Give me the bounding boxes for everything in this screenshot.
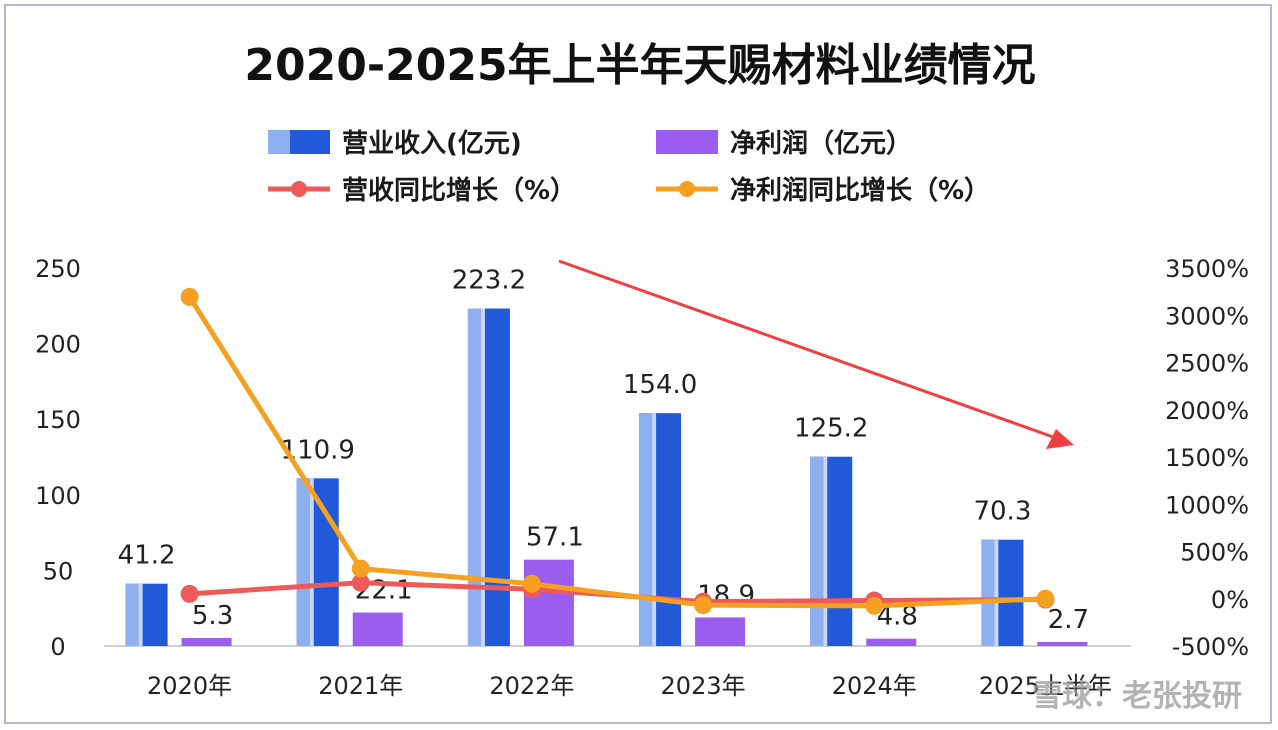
- trend-arrow-shaft: [558, 259, 1057, 440]
- x-category-label: 2025上半年: [979, 672, 1112, 700]
- bar-revenue-highlight: [296, 478, 310, 646]
- bar-profit: [695, 617, 746, 646]
- bar-revenue-edge: [994, 539, 999, 646]
- bar-profit: [523, 559, 574, 646]
- profit-growth-point: [694, 596, 713, 615]
- y-left-tick-label: 250: [35, 255, 81, 283]
- y-left-tick-label: 150: [35, 406, 81, 434]
- chart-title: 2020-2025年上半年天赐材料业绩情况: [244, 40, 1035, 91]
- bar-revenue-edge: [309, 478, 314, 646]
- data-label-revenue: 154.0: [623, 370, 697, 400]
- profit-growth-point: [865, 596, 884, 615]
- profit-growth-line: [187, 295, 1046, 609]
- data-label-revenue: 125.2: [794, 414, 868, 444]
- profit-growth-point: [351, 559, 370, 578]
- legend-marker-profit-growth: [679, 181, 695, 197]
- y-right-tick-label: 0%: [1211, 586, 1249, 614]
- data-label-revenue: 41.2: [118, 541, 176, 571]
- profit-growth-point: [180, 287, 199, 306]
- bar-revenue-highlight: [467, 308, 481, 646]
- y-right-tick-label: 1000%: [1165, 491, 1249, 519]
- y-left-tick-label: 200: [35, 331, 81, 359]
- bar-profit: [866, 638, 917, 646]
- data-label-revenue: 223.2: [452, 266, 526, 296]
- y-left-tick-label: 100: [35, 482, 81, 510]
- x-category-label: 2024年: [832, 672, 917, 700]
- y-left-tick-label: 0: [50, 633, 65, 661]
- data-label-profit: 57.1: [526, 523, 584, 553]
- legend-label-revenue: 营业收入(亿元): [342, 129, 522, 159]
- chart-svg: 2020-2025年上半年天赐材料业绩情况 营业收入(亿元) 净利润（亿元） 营…: [35, 40, 1249, 714]
- data-label-revenue: 70.3: [973, 497, 1031, 527]
- profit-growth-point: [522, 574, 541, 593]
- bar-profit: [352, 612, 403, 646]
- bar-revenue-highlight: [639, 413, 653, 646]
- bar-revenue-edge: [480, 308, 485, 646]
- legend-label-profit: 净利润（亿元）: [730, 128, 912, 159]
- bar-revenue-edge: [652, 413, 657, 646]
- y-right-tick-label: 3000%: [1165, 302, 1249, 330]
- bar-revenue-highlight: [810, 456, 824, 646]
- y-right-tick-label: 2500%: [1165, 350, 1249, 378]
- trend-arrow-head: [1046, 429, 1074, 449]
- bar-revenue-edge: [823, 456, 828, 646]
- bar-revenue-highlight: [981, 539, 995, 646]
- bar-revenue-highlight: [125, 583, 139, 646]
- x-category-label: 2023年: [661, 672, 746, 700]
- bar-profit: [181, 637, 232, 646]
- y-right-tick-label: 2000%: [1165, 397, 1249, 425]
- watermark-text: 雪球：老张投研: [1032, 679, 1242, 714]
- revenue-growth-point: [180, 584, 199, 603]
- revenue-growth-point: [351, 573, 370, 592]
- bar-profit: [1037, 641, 1088, 646]
- y-left-tick-label: 50: [43, 557, 74, 585]
- legend-marker-revenue-growth: [291, 181, 307, 197]
- chart-frame: 2020-2025年上半年天赐材料业绩情况 营业收入(亿元) 净利润（亿元） 营…: [4, 4, 1272, 724]
- x-category-label: 2022年: [489, 672, 574, 700]
- x-category-label: 2020年: [147, 672, 232, 700]
- profit-growth-point: [1036, 589, 1055, 608]
- y-right-tick-label: 500%: [1180, 539, 1249, 567]
- legend-swatch-profit: [656, 130, 718, 154]
- y-right-tick-label: -500%: [1172, 633, 1249, 661]
- bar-revenue-edge: [138, 583, 143, 646]
- legend-swatch-revenue-light: [268, 130, 290, 154]
- y-right-tick-label: 1500%: [1165, 444, 1249, 472]
- y-right-tick-label: 3500%: [1165, 255, 1249, 283]
- x-category-label: 2021年: [318, 672, 403, 700]
- legend: 营业收入(亿元) 净利润（亿元） 营收同比增长（%） 净利润同比增长（%）: [268, 128, 990, 206]
- data-label-profit: 2.7: [1048, 605, 1089, 635]
- plot-area: 0 50 100 150 200 250 -500% 0% 500% 1000% 1500% 2000…: [35, 255, 1249, 700]
- legend-label-revenue-growth: 营收同比增长（%）: [342, 175, 576, 206]
- legend-label-profit-growth: 净利润同比增长（%）: [730, 175, 990, 206]
- data-label-profit: 5.3: [192, 601, 233, 631]
